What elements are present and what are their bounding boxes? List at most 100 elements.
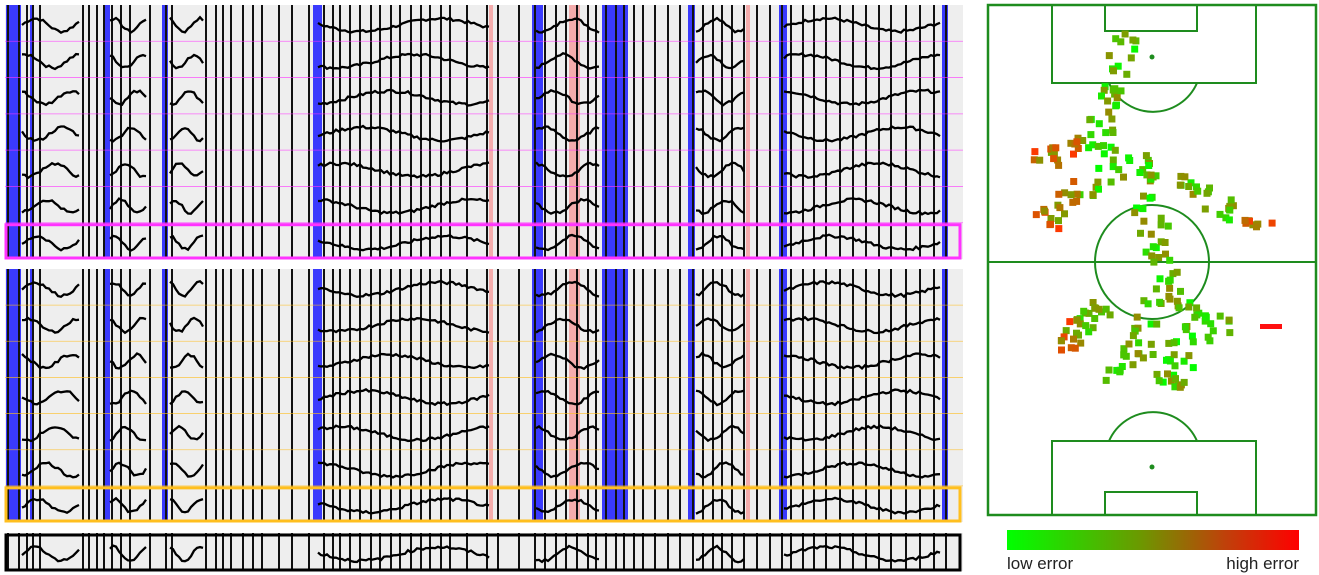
error-cell-38-3 [1201, 317, 1209, 325]
error-cell-35-0 [1082, 322, 1090, 330]
trajectory-trace-2-0-6 [783, 544, 941, 563]
pitch-top-goal-box [1104, 4, 1198, 32]
error-cell-31-2 [1102, 376, 1110, 384]
error-cell-36-3 [1070, 335, 1077, 343]
error-cell-43-1 [1153, 370, 1161, 378]
error-cell-34-3 [1073, 316, 1081, 324]
trajectory-trace-0-3-5 [695, 126, 745, 143]
blue-marker-1-3 [313, 269, 322, 522]
error-cell-42-2 [1185, 352, 1193, 360]
error-cell-39-2 [1202, 313, 1210, 321]
error-cell-18-4 [1089, 191, 1097, 199]
error-cell-43-3 [1159, 378, 1167, 386]
error-cell-5-5 [1085, 144, 1093, 152]
blue-marker-0-1 [30, 5, 33, 259]
highlight-row-frame-0 [4, 223, 962, 260]
error-cell-9-5 [1125, 154, 1133, 162]
trajectory-trace-0-0-0 [21, 17, 80, 35]
trajectory-trace-1-5-3 [317, 461, 490, 479]
error-cell-10-3 [1142, 152, 1150, 160]
trajectory-trace-0-5-6 [783, 197, 941, 216]
trajectory-trace-1-1-3 [317, 317, 490, 334]
error-cell-33-3 [1091, 315, 1099, 322]
error-cell-2-0 [1101, 83, 1109, 91]
trajectory-trace-1-2-1 [109, 352, 147, 370]
trajectory-trace-1-5-5 [695, 461, 745, 479]
trajectory-trace-1-3-0 [21, 390, 80, 406]
error-cell-17-1 [1109, 163, 1117, 171]
trajectory-trace-0-2-0 [21, 90, 80, 107]
trajectory-trace-1-4-2 [169, 424, 204, 441]
error-cell-31-5 [1105, 366, 1113, 374]
error-cell-24-1 [1157, 238, 1165, 246]
error-cell-15-1 [1226, 206, 1234, 214]
error-cell-19-0 [1073, 190, 1081, 198]
blue-marker-1-0 [6, 269, 21, 522]
error-cell-19-2 [1067, 191, 1075, 199]
error-cell-33-2 [1080, 307, 1088, 315]
highlight-row-frame-2 [4, 533, 962, 572]
trajectory-trace-0-5-0 [21, 199, 80, 214]
error-cell-40-5 [1181, 323, 1189, 331]
error-cell-19-5 [1055, 190, 1063, 198]
error-cell-40-4 [1188, 332, 1196, 340]
trajectory-trace-1-1-0 [21, 316, 80, 334]
trajectory-trace-0-6-1 [109, 234, 147, 252]
error-cell-34-5 [1076, 320, 1084, 328]
trajectory-trace-0-4-6 [783, 161, 941, 179]
error-cell-33-5 [1095, 305, 1103, 313]
pitch-bottom-arc [1108, 411, 1198, 442]
error-cell-11-2 [1147, 175, 1155, 183]
blue-marker-1-1 [30, 269, 33, 522]
error-cell-35-5 [1060, 333, 1068, 341]
error-cell-1-5 [1110, 67, 1117, 75]
trajectory-trace-1-5-1 [109, 461, 148, 477]
error-cell-14-0 [1201, 205, 1209, 213]
error-cell-5-0 [1089, 141, 1097, 149]
error-cell-41-4 [1170, 339, 1178, 347]
blue-marker-0-8 [103, 5, 110, 259]
error-cell-19-3 [1069, 198, 1077, 206]
trajectory-trace-1-2-6 [783, 352, 941, 370]
error-cell-outlier [1260, 324, 1282, 329]
error-cell-39-3 [1226, 329, 1234, 337]
error-cell-12-2 [1177, 172, 1185, 180]
error-cell-29-2 [1135, 339, 1143, 347]
trajectory-trace-1-1-4 [535, 317, 600, 334]
trajectory-trace-1-3-6 [783, 388, 941, 407]
error-cell-40-1 [1204, 333, 1212, 341]
error-cell-36-4 [1077, 339, 1085, 347]
trajectory-trace-1-6-6 [783, 496, 941, 515]
error-cell-27-3 [1156, 298, 1164, 306]
trajectory-trace-1-2-3 [317, 352, 490, 370]
trajectory-trace-1-0-2 [169, 280, 204, 298]
error-cell-43-2 [1167, 377, 1175, 385]
trajectory-trace-1-1-6 [783, 315, 941, 335]
trajectory-trace-0-5-4 [535, 197, 600, 215]
error-cell-8-5 [1031, 148, 1039, 156]
error-cell-7-5 [1050, 155, 1058, 163]
error-cell-41-0 [1189, 338, 1197, 346]
trajectory-trace-1-4-4 [535, 424, 600, 441]
error-cell-9-2 [1109, 156, 1117, 164]
error-cell-38-4 [1193, 304, 1201, 312]
error-cell-43-5 [1155, 377, 1163, 385]
error-cell-32-0 [1089, 299, 1097, 306]
trajectory-trace-0-5-5 [695, 199, 745, 216]
summary-band [5, 533, 963, 571]
error-cell-12-5 [1181, 173, 1189, 181]
trajectory-trace-0-6-5 [695, 234, 745, 251]
error-cell-10-5 [1136, 169, 1144, 176]
trajectory-trace-1-4-1 [109, 425, 147, 442]
error-cell-3-5 [1113, 101, 1120, 109]
error-cell-26-3 [1156, 275, 1164, 283]
error-cell-16-0 [1246, 217, 1253, 225]
blue-marker-0-9 [688, 5, 695, 259]
pitch-bottom-spot [1149, 464, 1155, 470]
trajectory-trace-1-1-5 [695, 317, 745, 332]
error-cell-15-4 [1249, 221, 1257, 229]
error-cell-14-5 [1216, 210, 1224, 218]
trajectory-heatmap [1030, 30, 1282, 391]
error-cell-37-0 [1186, 299, 1194, 307]
error-gradient-bar [1007, 530, 1299, 550]
